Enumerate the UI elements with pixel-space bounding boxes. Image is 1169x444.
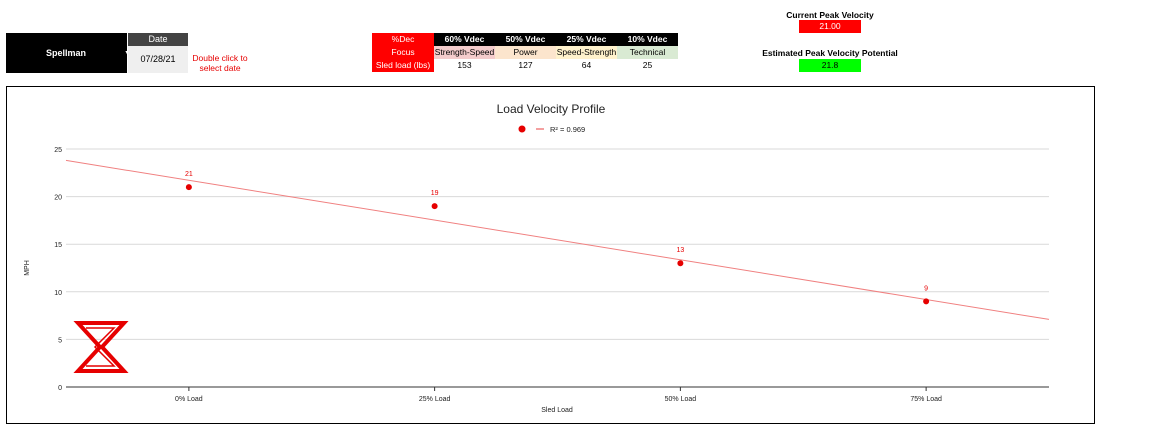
current-peak-value: 21.00: [799, 20, 861, 33]
vdec-header-25: 25% Vdec: [556, 33, 617, 46]
y-tick-label: 0: [58, 385, 62, 392]
sled-load-25: 64: [581, 60, 592, 70]
data-point: [185, 184, 192, 191]
x-tick-label: 50% Load: [665, 396, 697, 403]
date-hint: Double click to select date: [192, 53, 248, 73]
x-axis-label: Sled Load: [541, 407, 573, 414]
data-label: 21: [185, 171, 193, 178]
brand-logo: [73, 321, 129, 373]
date-field[interactable]: 07/28/21: [128, 46, 188, 73]
row-label-dec: %Dec: [372, 33, 434, 46]
y-tick-label: 15: [54, 242, 62, 249]
x-tick-label: 0% Load: [175, 396, 203, 403]
x-tick-label: 25% Load: [419, 396, 451, 403]
focus-power: Power: [495, 46, 556, 59]
y-tick-label: 20: [54, 195, 62, 202]
chart-container: [6, 86, 1095, 424]
y-axis-label: MPH: [24, 260, 31, 276]
legend-marker: [518, 125, 526, 133]
row-label-sled-load: Sled load (lbs): [372, 59, 434, 72]
current-peak-label: Current Peak Velocity: [786, 10, 874, 20]
athlete-select[interactable]: Spellman ▼: [6, 33, 131, 73]
data-point: [923, 298, 930, 305]
athlete-name: Spellman: [46, 48, 87, 58]
date-header: Date: [128, 33, 188, 46]
data-point: [431, 203, 438, 210]
data-label: 19: [431, 190, 439, 197]
focus-strength-speed: Strength-Speed: [434, 46, 495, 59]
vdec-header-10: 10% Vdec: [617, 33, 678, 46]
data-point: [677, 260, 684, 267]
vdec-header-60: 60% Vdec: [434, 33, 495, 46]
date-hint-line1: Double click to: [192, 53, 248, 63]
date-hint-line2: select date: [199, 63, 241, 73]
sled-load-60: 153: [457, 60, 472, 70]
chart-border-right: [1094, 86, 1095, 424]
y-tick-label: 25: [54, 147, 62, 154]
data-label: 13: [676, 247, 684, 254]
vdec-header-50: 50% Vdec: [495, 33, 556, 46]
x-tick-label: 75% Load: [910, 396, 942, 403]
sled-load-10: 25: [642, 60, 653, 70]
y-tick-label: 5: [58, 337, 62, 344]
focus-speed-strength: Speed-Strength: [556, 46, 617, 59]
focus-technical: Technical: [617, 46, 678, 59]
chevron-down-icon: ▼: [124, 50, 131, 57]
legend-label: R² = 0.969: [550, 125, 585, 134]
trendline: [65, 159, 1050, 320]
data-label: 9: [924, 285, 928, 292]
estimated-peak-label: Estimated Peak Velocity Potential: [762, 48, 898, 58]
y-tick-label: 10: [54, 290, 62, 297]
row-label-focus: Focus: [372, 46, 434, 59]
estimated-peak-value: 21.8: [799, 59, 861, 72]
chart-title: Load Velocity Profile: [497, 102, 606, 116]
sled-load-50: 127: [518, 60, 533, 70]
